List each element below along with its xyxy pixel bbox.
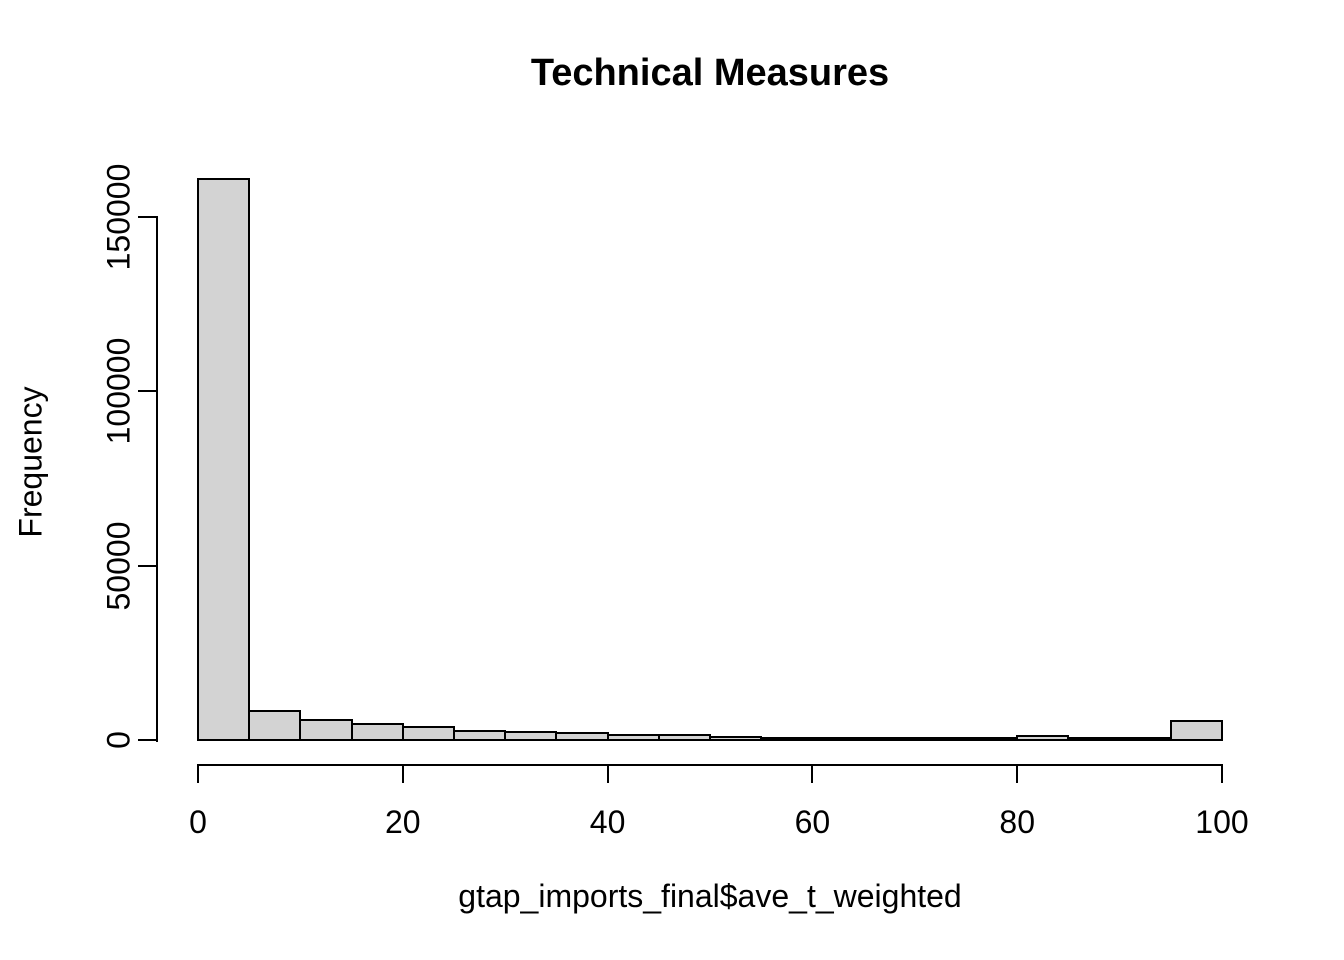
y-tick-label: 0 [100,731,137,749]
histogram-bar [760,736,814,741]
histogram-bar [606,734,660,741]
x-tick-label: 100 [1195,804,1249,840]
y-tick [138,564,157,567]
histogram-bar [913,736,967,741]
x-tick-label: 0 [189,804,207,840]
histogram-bar [811,736,865,741]
histogram-bar [299,719,353,741]
histogram-bar [1169,719,1223,741]
histogram-bar [709,735,763,741]
histogram-bar [862,736,916,741]
histogram-bar [350,722,404,741]
x-axis-line [197,764,1223,766]
histogram-bar [453,729,507,741]
y-axis-line [156,216,158,742]
chart-title: Technical Measures [530,52,890,94]
x-tick-label: 80 [999,804,1035,840]
y-axis-title: Frequency [12,386,49,538]
histogram-bar [965,736,1019,741]
y-tick-label: 50000 [100,521,137,611]
y-tick [138,739,157,741]
x-tick-label: 40 [589,804,626,840]
histogram-bar [657,733,711,741]
x-tick [197,765,199,783]
histogram-bar [504,730,558,741]
y-tick-label: 150000 [100,163,137,271]
x-tick-label: 60 [794,804,831,840]
y-tick-label: 100000 [100,337,137,445]
y-tick [138,390,157,393]
x-axis-title: gtap_imports_final$ave_t_weighted [458,878,962,914]
histogram-bar [197,177,251,741]
histogram-bar [1016,734,1070,741]
x-tick-label: 20 [385,804,421,840]
x-tick [606,765,609,783]
histogram-bar [248,710,302,741]
x-tick [401,765,404,783]
x-tick [1016,765,1019,783]
x-tick [811,765,814,783]
y-tick [138,216,157,218]
histogram-bar [555,731,609,741]
histogram-bar [1118,736,1172,741]
x-tick [1221,765,1223,783]
histogram-bar [1067,736,1121,741]
histogram-bar [401,726,455,741]
